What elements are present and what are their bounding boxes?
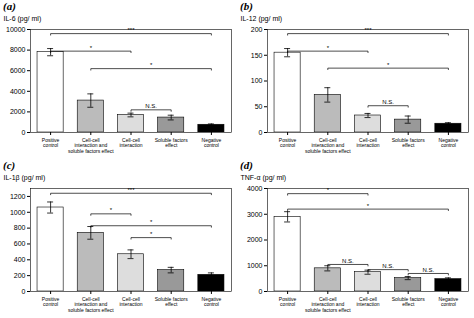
svg-text:Negativecontrol: Negativecontrol — [439, 137, 459, 149]
svg-text:N.S.: N.S. — [342, 258, 354, 264]
svg-text:1000: 1000 — [247, 262, 263, 269]
svg-text:200: 200 — [251, 26, 263, 33]
svg-text:100: 100 — [251, 77, 263, 84]
svg-text:Negativecontrol: Negativecontrol — [202, 137, 222, 149]
svg-text:IL-12 (pg/ ml): IL-12 (pg/ ml) — [241, 15, 283, 23]
svg-text:***: *** — [127, 187, 135, 193]
svg-text:0: 0 — [22, 129, 26, 136]
svg-text:N.S.: N.S. — [382, 263, 394, 269]
svg-text:Soluble factorseffect: Soluble factorseffect — [392, 296, 426, 308]
html-text:(b): (b) — [240, 0, 253, 12]
svg-text:Soluble factorseffect: Soluble factorseffect — [155, 296, 189, 308]
html-text:(d): (d) — [240, 159, 253, 171]
svg-text:Cell-cellinteraction: Cell-cellinteraction — [356, 137, 379, 149]
svg-text:200: 200 — [14, 272, 26, 279]
svg-text:*: * — [150, 231, 153, 237]
svg-text:Positivecontrol: Positivecontrol — [279, 137, 297, 149]
svg-text:IL-1β (pg/ ml): IL-1β (pg/ ml) — [4, 174, 46, 182]
svg-text:Cell-cellinteraction: Cell-cellinteraction — [119, 296, 142, 308]
svg-text:*: * — [327, 45, 330, 51]
svg-text:Soluble factorseffect: Soluble factorseffect — [155, 137, 189, 149]
svg-text:Negativecontrol: Negativecontrol — [439, 296, 459, 308]
svg-text:N.S.: N.S. — [145, 103, 157, 109]
svg-text:Cell-cellinteraction: Cell-cellinteraction — [356, 296, 379, 308]
svg-text:Positivecontrol: Positivecontrol — [42, 296, 60, 308]
svg-text:TNF-α (pg/ ml): TNF-α (pg/ ml) — [241, 174, 287, 182]
svg-text:150: 150 — [251, 51, 263, 58]
svg-text:N.S.: N.S. — [422, 267, 434, 273]
svg-text:1200: 1200 — [10, 193, 26, 200]
svg-text:*: * — [367, 203, 370, 209]
svg-text:4000: 4000 — [10, 88, 26, 95]
svg-text:Positivecontrol: Positivecontrol — [279, 296, 297, 308]
svg-text:*: * — [150, 62, 153, 68]
svg-text:*: * — [90, 45, 93, 51]
svg-text:*: * — [150, 219, 153, 225]
svg-text:0: 0 — [259, 129, 263, 136]
svg-text:6000: 6000 — [10, 67, 26, 74]
svg-text:8000: 8000 — [10, 46, 26, 53]
svg-text:Negativecontrol: Negativecontrol — [202, 296, 222, 308]
svg-text:Cell-cellinteraction andsolubl: Cell-cellinteraction andsoluble factors … — [68, 296, 114, 314]
svg-text:0: 0 — [259, 288, 263, 295]
svg-text:3000: 3000 — [247, 210, 263, 217]
svg-text:Positivecontrol: Positivecontrol — [42, 137, 60, 149]
svg-text:2000: 2000 — [10, 108, 26, 115]
svg-text:Soluble factorseffect: Soluble factorseffect — [392, 137, 426, 149]
svg-text:N.S.: N.S. — [382, 99, 394, 105]
svg-text:IL-6 (pg/ ml): IL-6 (pg/ ml) — [4, 15, 42, 23]
html-text:(a): (a) — [3, 0, 16, 12]
svg-text:2000: 2000 — [247, 236, 263, 243]
svg-text:4000: 4000 — [247, 185, 263, 192]
svg-text:Cell-cellinteraction: Cell-cellinteraction — [119, 137, 142, 149]
svg-text:800: 800 — [14, 224, 26, 231]
svg-text:10000: 10000 — [6, 26, 26, 33]
svg-text:1000: 1000 — [10, 209, 26, 216]
svg-text:*: * — [327, 187, 330, 193]
svg-text:*: * — [387, 62, 390, 68]
svg-text:Cell-cellinteraction andsolubl: Cell-cellinteraction andsoluble factors … — [305, 296, 351, 314]
html-text:(c): (c) — [3, 159, 16, 171]
svg-text:Cell-cellinteraction andsolubl: Cell-cellinteraction andsoluble factors … — [305, 137, 351, 155]
svg-text:0: 0 — [22, 288, 26, 295]
svg-text:***: *** — [127, 27, 135, 33]
svg-text:400: 400 — [14, 256, 26, 263]
svg-text:***: *** — [364, 27, 372, 33]
svg-text:50: 50 — [255, 103, 263, 110]
svg-text:600: 600 — [14, 240, 26, 247]
svg-text:*: * — [110, 207, 113, 213]
svg-text:Cell-cellinteraction andsolubl: Cell-cellinteraction andsoluble factors … — [68, 137, 114, 155]
